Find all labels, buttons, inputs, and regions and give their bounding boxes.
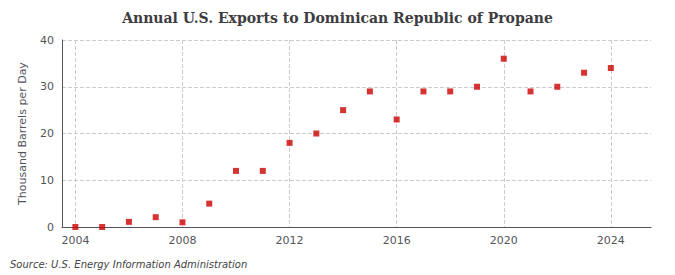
svg-text:2012: 2012: [276, 234, 304, 247]
svg-text:20: 20: [40, 127, 54, 140]
svg-text:0: 0: [47, 221, 54, 234]
svg-text:30: 30: [40, 80, 54, 93]
svg-text:2004: 2004: [61, 234, 89, 247]
svg-text:2016: 2016: [383, 234, 411, 247]
svg-text:2008: 2008: [168, 234, 196, 247]
svg-text:10: 10: [40, 174, 54, 187]
svg-text:2024: 2024: [597, 234, 625, 247]
svg-text:Thousand Barrels per Day: Thousand Barrels per Day: [16, 62, 29, 206]
svg-text:40: 40: [40, 34, 54, 47]
svg-text:Annual U.S. Exports to Dominic: Annual U.S. Exports to Dominican Republi…: [121, 10, 553, 26]
svg-text:Source: U.S. Energy Informatio: Source: U.S. Energy Information Administ…: [10, 259, 247, 270]
svg-text:2020: 2020: [490, 234, 518, 247]
